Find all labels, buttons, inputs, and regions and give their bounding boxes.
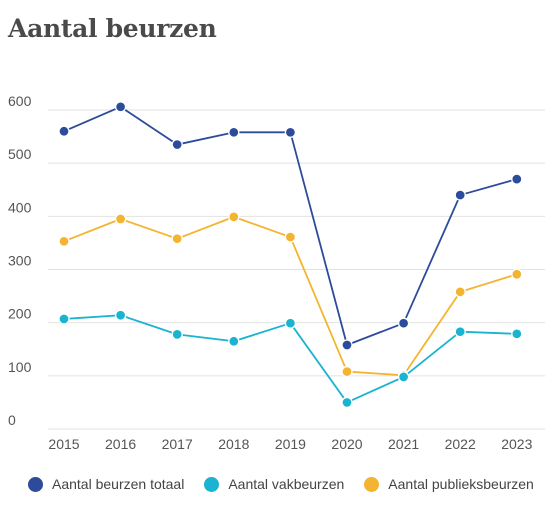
- x-tick-label: 2018: [218, 436, 249, 452]
- legend-label-publieksbeurzen: Aantal publieksbeurzen: [388, 476, 534, 492]
- legend-swatch-publieksbeurzen: [364, 476, 380, 492]
- chart-title: Aantal beurzen: [8, 14, 217, 43]
- data-point[interactable]: [284, 317, 297, 329]
- y-tick-label: 0: [8, 412, 16, 428]
- y-tick-label: 400: [8, 199, 32, 215]
- data-point[interactable]: [511, 328, 523, 340]
- x-tick-label: 2015: [48, 436, 79, 452]
- x-tick-label: 2019: [275, 436, 306, 452]
- legend: Aantal beurzen totaal Aantal vakbeurzen …: [28, 476, 554, 492]
- data-point[interactable]: [284, 231, 297, 243]
- x-tick-label: 2017: [162, 436, 193, 452]
- data-point[interactable]: [114, 101, 127, 113]
- data-point[interactable]: [397, 371, 410, 383]
- x-tick-label: 2016: [105, 436, 136, 452]
- series-1: [58, 309, 523, 409]
- legend-label-totaal: Aantal beurzen totaal: [52, 476, 185, 492]
- data-point[interactable]: [58, 235, 70, 247]
- legend-swatch-vakbeurzen: [204, 476, 220, 492]
- data-point[interactable]: [58, 125, 70, 137]
- data-point[interactable]: [511, 268, 523, 280]
- data-point[interactable]: [511, 173, 523, 185]
- data-point[interactable]: [341, 365, 353, 378]
- data-point[interactable]: [454, 326, 466, 338]
- series-0: [58, 101, 523, 351]
- line-chart: 0 100 200 300 400 500 600 2015 2016 2017 2018 2019…: [8, 93, 545, 452]
- y-tick-label: 500: [8, 146, 32, 162]
- data-point[interactable]: [341, 396, 353, 409]
- legend-item-totaal[interactable]: Aantal beurzen totaal: [28, 476, 184, 492]
- series: [58, 101, 523, 409]
- data-point[interactable]: [171, 138, 183, 151]
- x-axis-ticks: 2015 2016 2017 2018 2019 2020 2021 2022 2023: [48, 436, 532, 452]
- data-point[interactable]: [58, 313, 70, 325]
- data-point[interactable]: [114, 309, 127, 321]
- data-point[interactable]: [228, 335, 240, 347]
- legend-item-vakbeurzen[interactable]: Aantal vakbeurzen: [204, 476, 344, 492]
- y-tick-label: 200: [8, 306, 32, 322]
- x-tick-label: 2023: [501, 436, 532, 452]
- x-tick-label: 2022: [445, 436, 476, 452]
- x-tick-label: 2021: [388, 436, 419, 452]
- legend-item-publieksbeurzen[interactable]: Aantal publieksbeurzen: [364, 476, 534, 492]
- y-tick-label: 600: [8, 93, 32, 109]
- data-point[interactable]: [341, 339, 353, 351]
- y-axis-ticks: 0 100 200 300 400 500 600: [8, 93, 32, 428]
- data-point[interactable]: [114, 213, 127, 225]
- data-point[interactable]: [171, 233, 183, 245]
- data-point[interactable]: [284, 126, 297, 138]
- legend-label-vakbeurzen: Aantal vakbeurzen: [228, 476, 345, 492]
- data-point[interactable]: [171, 328, 183, 341]
- data-point[interactable]: [228, 126, 240, 138]
- data-point[interactable]: [397, 317, 410, 329]
- y-tick-label: 100: [8, 359, 32, 375]
- data-point[interactable]: [454, 189, 466, 201]
- data-point[interactable]: [228, 211, 240, 223]
- series-2: [58, 211, 523, 381]
- legend-swatch-totaal: [28, 476, 43, 492]
- y-tick-label: 300: [8, 253, 32, 269]
- x-tick-label: 2020: [331, 436, 362, 452]
- data-point[interactable]: [454, 286, 466, 298]
- gridlines: [48, 109, 545, 430]
